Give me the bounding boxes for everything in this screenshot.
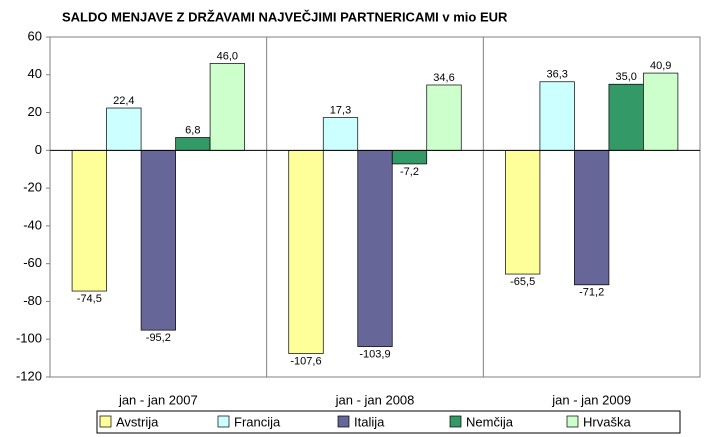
bar — [608, 83, 644, 151]
legend-swatch — [217, 415, 230, 428]
value-label: 40,9 — [650, 60, 671, 72]
value-label: 22,4 — [113, 95, 134, 107]
legend-swatch — [449, 415, 462, 428]
bar — [71, 149, 107, 292]
y-tick-label: 60 — [28, 28, 42, 43]
y-tick-label: -20 — [23, 180, 42, 195]
legend-swatch — [566, 415, 579, 428]
value-label: 6,8 — [185, 124, 200, 136]
y-tick-label: 0 — [35, 142, 42, 157]
value-label: 17,3 — [330, 105, 351, 117]
y-tick-label: -120 — [16, 368, 42, 383]
bar — [357, 149, 393, 347]
y-tick-label: -80 — [23, 293, 42, 308]
bar — [426, 84, 462, 151]
legend-box — [96, 410, 681, 434]
y-tick-label: -100 — [16, 331, 42, 346]
bar — [175, 137, 211, 151]
legend-label: Francija — [234, 414, 281, 429]
bar — [322, 117, 359, 151]
y-tick-label: 20 — [28, 104, 42, 119]
value-label: -95,2 — [146, 332, 171, 344]
value-label: -74,5 — [77, 293, 102, 305]
bar — [505, 149, 541, 275]
value-label: -71,2 — [579, 287, 604, 299]
x-tick-label: jan - jan 2007 — [118, 392, 198, 407]
chart-title: SALDO MENJAVE Z DRŽAVAMI NAJVEČJIMI PART… — [62, 9, 508, 24]
y-tick-label: -60 — [23, 255, 42, 270]
bar — [288, 149, 324, 354]
bar — [106, 107, 142, 151]
value-label: -65,5 — [510, 276, 535, 288]
bar — [643, 72, 679, 151]
y-tick-label: -40 — [23, 217, 42, 232]
value-label: 46,0 — [217, 50, 238, 62]
value-label: 36,3 — [546, 69, 567, 81]
bar — [539, 81, 575, 151]
value-label: -103,9 — [359, 348, 390, 360]
bar — [209, 63, 245, 151]
bar — [391, 149, 428, 165]
plot-area — [49, 36, 701, 378]
bar — [140, 149, 176, 331]
value-label: 35,0 — [615, 71, 636, 83]
x-tick-label: jan - jan 2009 — [551, 392, 631, 407]
bar — [574, 149, 610, 286]
value-label: -7,2 — [400, 166, 419, 178]
value-label: 34,6 — [433, 72, 454, 84]
legend-swatch — [99, 415, 112, 428]
legend-label: Nemčija — [466, 414, 514, 429]
legend-label: Italija — [354, 414, 385, 429]
x-tick-label: jan - jan 2008 — [335, 392, 415, 407]
legend-label: Hrvaška — [583, 414, 631, 429]
legend-label: Avstrija — [116, 414, 159, 429]
legend-swatch — [337, 415, 350, 428]
y-tick-label: 40 — [28, 66, 42, 81]
value-label: -107,6 — [290, 355, 321, 367]
